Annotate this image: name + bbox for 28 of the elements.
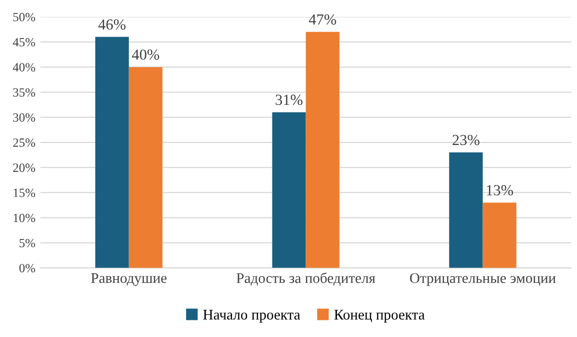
y-tick-label: 30% [13,113,36,122]
y-tick-label: 20% [13,164,36,172]
bar [272,112,306,268]
data-label: 31% [276,94,302,106]
legend-label: Начало проекта [203,310,300,323]
y-tick-label: 10% [14,214,36,222]
data-label: 40% [132,49,160,60]
bar [482,202,516,268]
data-label: 47% [308,14,336,25]
bar [306,32,340,268]
y-tick-label: 15% [14,188,36,198]
y-tick-label: 35% [13,88,36,97]
legend-label: Конец проекта [334,310,425,323]
bar [449,152,483,268]
y-tick-label: 25% [13,138,36,147]
y-tick-label: 5% [20,238,36,248]
x-tick-label: Равнодушие [91,273,167,286]
y-tick-label: 45% [12,38,36,46]
y-tick-label: 0% [19,264,36,272]
x-tick-label: Радость за победителя [236,272,376,286]
y-tick-label: 40% [12,63,36,72]
data-label: 13% [486,185,514,196]
data-label: 23% [452,134,480,146]
bar [128,67,162,268]
bar [95,36,129,268]
data-label: 46% [98,19,126,30]
x-tick-label: Отрицательные эмоции [410,273,556,286]
y-tick-label: 50% [13,12,36,22]
